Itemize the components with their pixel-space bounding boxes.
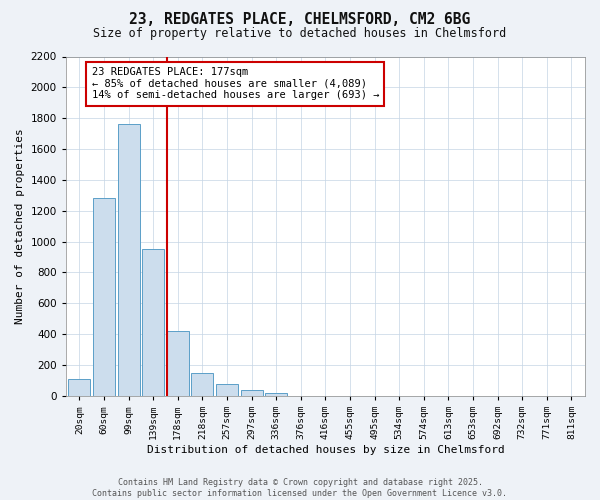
Bar	[216, 384, 238, 396]
Bar	[142, 250, 164, 396]
Bar	[167, 331, 189, 396]
Text: Contains HM Land Registry data © Crown copyright and database right 2025.
Contai: Contains HM Land Registry data © Crown c…	[92, 478, 508, 498]
Text: 23 REDGATES PLACE: 177sqm
← 85% of detached houses are smaller (4,089)
14% of se: 23 REDGATES PLACE: 177sqm ← 85% of detac…	[92, 68, 379, 100]
Bar	[241, 390, 263, 396]
Text: 23, REDGATES PLACE, CHELMSFORD, CM2 6BG: 23, REDGATES PLACE, CHELMSFORD, CM2 6BG	[130, 12, 470, 28]
Bar	[93, 198, 115, 396]
Y-axis label: Number of detached properties: Number of detached properties	[15, 128, 25, 324]
Bar	[265, 393, 287, 396]
Bar	[68, 379, 91, 396]
Text: Size of property relative to detached houses in Chelmsford: Size of property relative to detached ho…	[94, 28, 506, 40]
Bar	[191, 373, 214, 396]
Bar	[118, 124, 140, 396]
X-axis label: Distribution of detached houses by size in Chelmsford: Distribution of detached houses by size …	[146, 445, 504, 455]
